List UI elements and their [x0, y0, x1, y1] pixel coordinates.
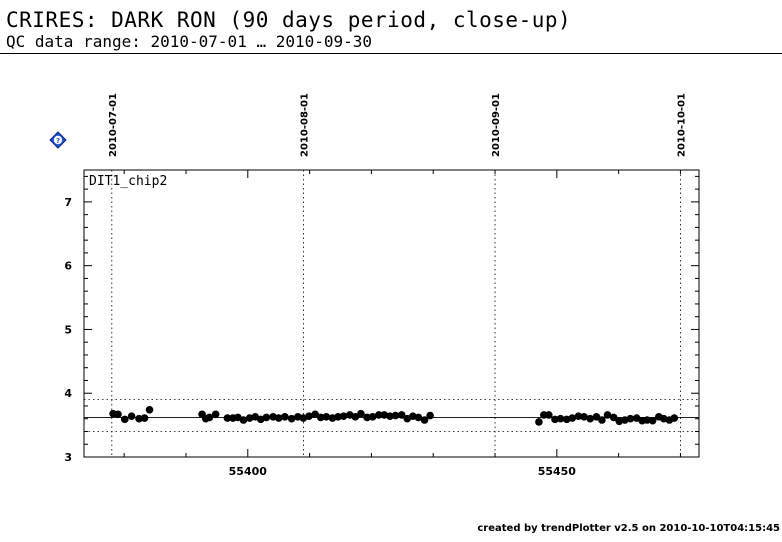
date-marker-label: 2010-09-01 — [491, 93, 502, 157]
data-point — [580, 413, 588, 421]
data-point — [287, 414, 296, 423]
data-point — [545, 411, 553, 419]
date-marker-label: 2010-10-01 — [676, 93, 687, 157]
help-icon-label: ? — [56, 137, 60, 145]
data-point — [420, 416, 429, 424]
data-point — [556, 414, 565, 423]
y-tick-label: 5 — [64, 323, 72, 336]
data-point — [239, 416, 248, 424]
data-point — [391, 411, 400, 420]
data-point — [586, 414, 595, 423]
plot-area: 2010-07-01 2010-08-01 2010-09-01 2010-10-01… — [64, 93, 700, 478]
data-point — [603, 411, 612, 419]
data-point — [535, 418, 543, 426]
data-point — [386, 412, 394, 420]
chart-title: CRIRES: DARK RON (90 days period, close-… — [6, 8, 572, 32]
header-divider — [0, 53, 782, 54]
data-point — [598, 416, 606, 424]
y-tick-label: 7 — [64, 196, 72, 209]
data-point — [223, 414, 232, 422]
date-marker-label: 2010-08-01 — [299, 93, 310, 157]
data-point — [626, 414, 635, 423]
data-point — [375, 411, 383, 419]
data-point — [368, 413, 377, 421]
data-point — [281, 413, 289, 421]
data-point — [334, 413, 342, 421]
data-point — [205, 413, 214, 422]
data-point — [311, 410, 319, 419]
data-point — [127, 412, 136, 420]
data-point — [305, 412, 313, 420]
data-point — [592, 413, 601, 421]
data-point — [551, 415, 559, 424]
data-point — [316, 413, 325, 422]
panel-label: DIT1_chip2 — [89, 174, 167, 189]
data-point — [670, 414, 679, 422]
data-point — [120, 415, 129, 424]
x-tick-label: 55400 — [229, 465, 268, 478]
footer-credit: created by trendPlotter v2.5 on 2010-10-… — [477, 523, 780, 534]
data-point — [274, 414, 283, 422]
y-tick-label: 4 — [64, 387, 72, 400]
x-tick-label: 55450 — [538, 465, 577, 478]
data-point — [643, 416, 651, 424]
date-marker-label: 2010-07-01 — [108, 93, 119, 157]
help-diamond-icon[interactable]: ? — [49, 131, 67, 149]
plot-frame — [83, 169, 700, 458]
data-point — [609, 413, 618, 422]
chart-subtitle: QC data range: 2010-07-01 … 2010-09-30 — [6, 32, 373, 51]
data-point — [145, 406, 154, 414]
y-tick-label: 6 — [64, 260, 72, 273]
y-tick-label: 3 — [64, 451, 72, 464]
data-point — [397, 411, 406, 419]
data-point — [135, 414, 143, 423]
data-point — [568, 414, 577, 422]
data-point — [574, 412, 583, 420]
data-point — [140, 414, 149, 422]
data-point — [363, 413, 371, 422]
data-point — [648, 416, 657, 425]
data-point — [322, 413, 331, 421]
data-point — [114, 410, 122, 419]
data-point — [339, 412, 348, 420]
data-point — [351, 413, 360, 421]
data-point — [262, 413, 271, 422]
data-point — [357, 409, 365, 418]
data-point — [426, 411, 434, 420]
data-point — [211, 410, 220, 419]
data-point — [414, 413, 423, 422]
